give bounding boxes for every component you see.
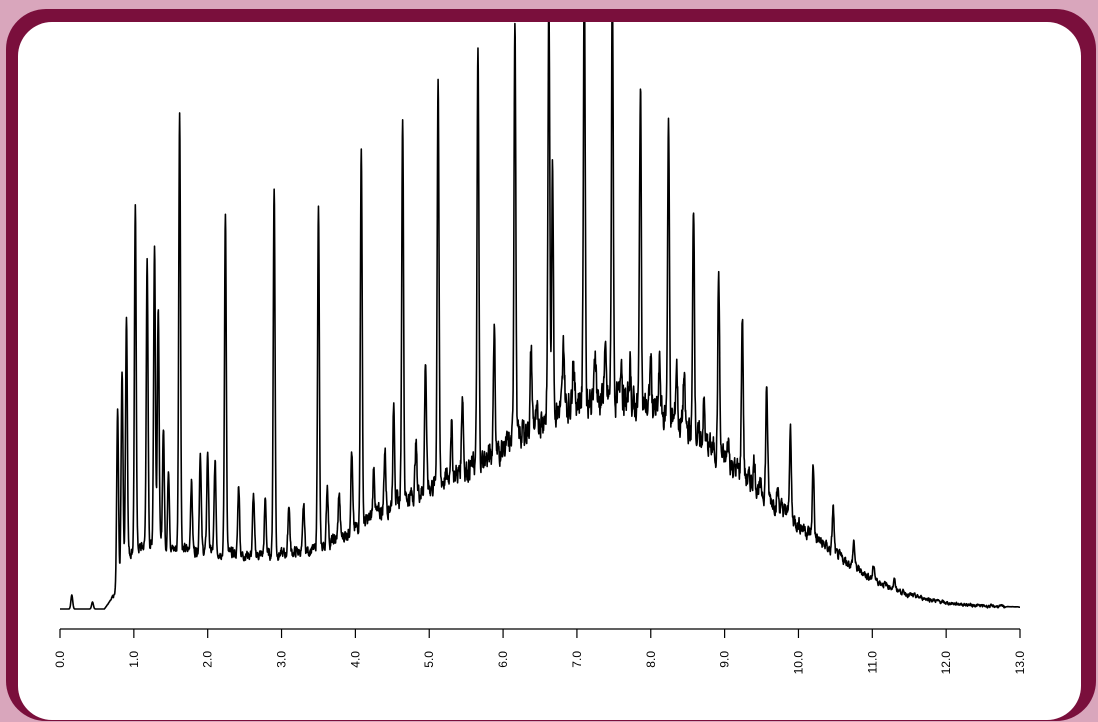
chart-panel: 0.0 1.0 2.0 3.0 4.0 5.0 6.0 7.0 8.0 9.0 10.0 11.0 12… (18, 22, 1081, 720)
x-tick-label: 8.0 (644, 651, 658, 668)
x-tick-label: 3.0 (275, 651, 289, 668)
x-tick-label: 6.0 (496, 651, 510, 668)
x-tick-label: 11.0 (865, 651, 879, 674)
x-tick-label: 2.0 (201, 651, 215, 668)
x-tick-label: 7.0 (570, 651, 584, 668)
x-tick-label: 10.0 (791, 651, 805, 675)
x-tick-label: 13.0 (1013, 651, 1027, 675)
x-tick-label: 12.0 (939, 651, 953, 675)
x-tick-label: 5.0 (422, 651, 436, 668)
signal-trace (59, 22, 1021, 610)
x-tick-label: 1.0 (127, 651, 141, 668)
x-tick-label: 0.0 (53, 651, 67, 668)
x-tick-label: 4.0 (348, 651, 362, 668)
chromatogram-chart: 0.0 1.0 2.0 3.0 4.0 5.0 6.0 7.0 8.0 9.0 10.0 11.0 12… (53, 22, 1027, 675)
x-tick-label: 9.0 (718, 651, 732, 668)
